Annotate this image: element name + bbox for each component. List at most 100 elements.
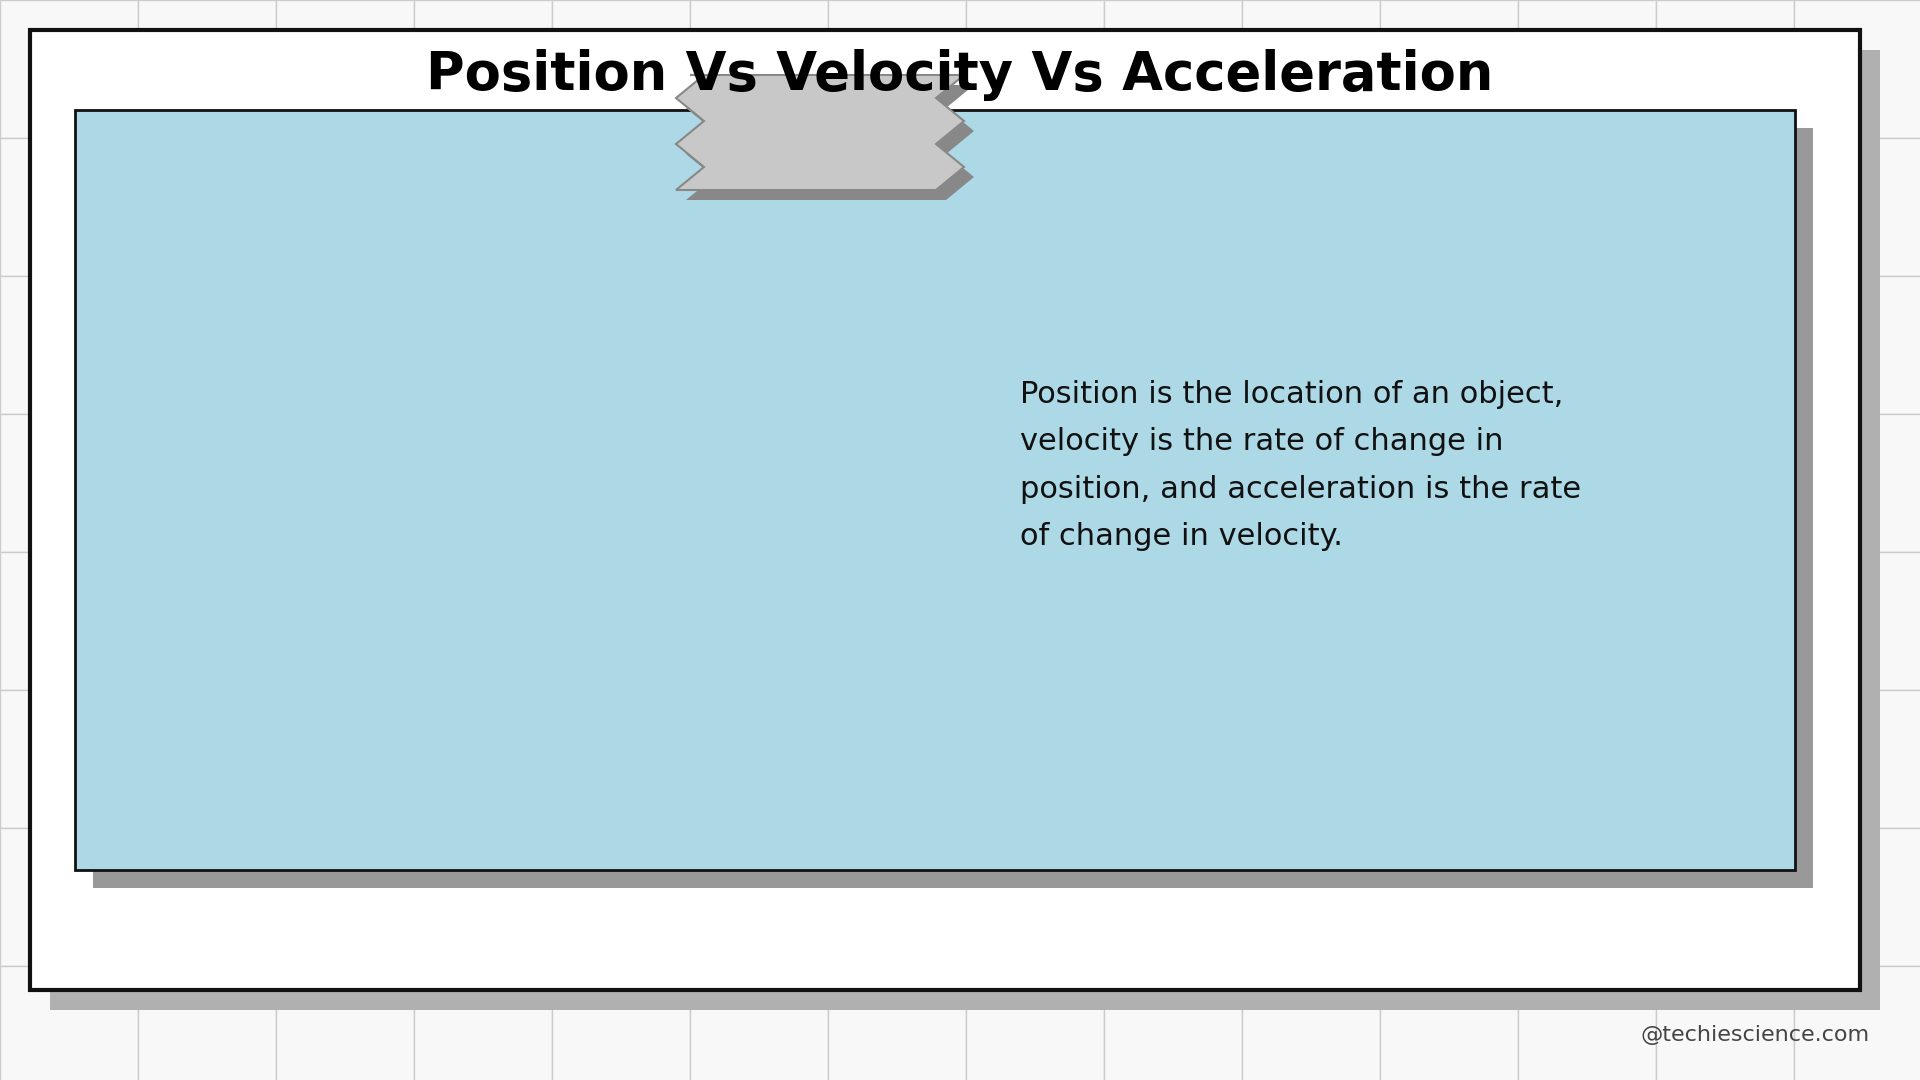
Bar [415,138,553,276]
Bar [1380,138,1519,276]
Bar [138,276,276,414]
Bar [689,828,828,966]
Bar [1793,138,1920,276]
Bar [1242,552,1380,690]
Bar [0,966,138,1080]
Bar [1793,276,1920,414]
Bar [0,552,138,690]
Bar [276,276,415,414]
Bar [828,414,966,552]
Bar [1380,276,1519,414]
Bar [966,552,1104,690]
Bar [0,276,138,414]
Bar [966,0,1104,138]
Bar [689,690,828,828]
Bar [1242,966,1380,1080]
Bar [1519,552,1655,690]
Bar [138,966,276,1080]
Bar [138,828,276,966]
Bar [1242,0,1380,138]
Bar [1104,414,1242,552]
Bar [1655,690,1793,828]
Bar [415,276,553,414]
Bar [1104,552,1242,690]
Bar [966,690,1104,828]
Bar [553,138,689,276]
Bar [1242,276,1380,414]
Bar [415,0,553,138]
Bar [1104,828,1242,966]
Bar [966,276,1104,414]
Bar [1242,690,1380,828]
Bar [1242,414,1380,552]
Bar [138,690,276,828]
Bar [0,690,138,828]
Text: @techiescience.com: @techiescience.com [1642,1025,1870,1045]
Polygon shape [676,75,964,190]
Bar [0,138,138,276]
Bar [966,966,1104,1080]
Bar [966,138,1104,276]
Bar [828,966,966,1080]
Bar [1655,966,1793,1080]
Bar [415,690,553,828]
Bar [553,552,689,690]
Bar [553,828,689,966]
Bar [828,0,966,138]
Bar [1519,966,1655,1080]
Bar [689,138,828,276]
Bar [689,0,828,138]
Bar [138,0,276,138]
Bar [1380,0,1519,138]
Polygon shape [685,85,973,200]
Bar [138,414,276,552]
Bar [1793,0,1920,138]
Bar [415,414,553,552]
Bar [966,414,1104,552]
Bar [553,966,689,1080]
Bar [276,552,415,690]
Text: Position is the location of an object,
velocity is the rate of change in
positio: Position is the location of an object, v… [1020,380,1582,551]
Bar [828,552,966,690]
Bar [75,110,1795,870]
Bar [0,0,138,138]
Bar [31,30,1860,990]
Bar [1655,0,1793,138]
Bar [276,414,415,552]
Bar [828,828,966,966]
Bar [1519,828,1655,966]
Bar [1519,0,1655,138]
Bar [1793,414,1920,552]
Bar [1793,966,1920,1080]
Bar [1793,690,1920,828]
Bar [276,828,415,966]
Bar [553,414,689,552]
Bar [138,552,276,690]
Bar [1519,414,1655,552]
Text: Position Vs Velocity Vs Acceleration: Position Vs Velocity Vs Acceleration [426,49,1494,102]
Bar [689,414,828,552]
Bar [1104,138,1242,276]
Bar [92,129,1812,888]
Bar [1793,552,1920,690]
Bar [689,552,828,690]
Bar [276,138,415,276]
Bar [1655,414,1793,552]
Bar [415,552,553,690]
Bar [415,828,553,966]
Bar [50,50,1880,1010]
Bar [828,138,966,276]
Bar [1104,276,1242,414]
Bar [553,690,689,828]
Bar [1380,690,1519,828]
Bar [1242,828,1380,966]
Bar [1242,138,1380,276]
Bar [1519,276,1655,414]
Bar [1104,0,1242,138]
Bar [1655,138,1793,276]
Bar [276,966,415,1080]
Bar [1380,828,1519,966]
Bar [828,690,966,828]
Bar [553,0,689,138]
Bar [276,0,415,138]
